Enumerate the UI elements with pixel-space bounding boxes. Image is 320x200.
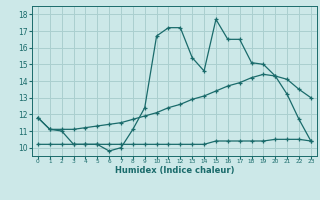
X-axis label: Humidex (Indice chaleur): Humidex (Indice chaleur) [115, 166, 234, 175]
